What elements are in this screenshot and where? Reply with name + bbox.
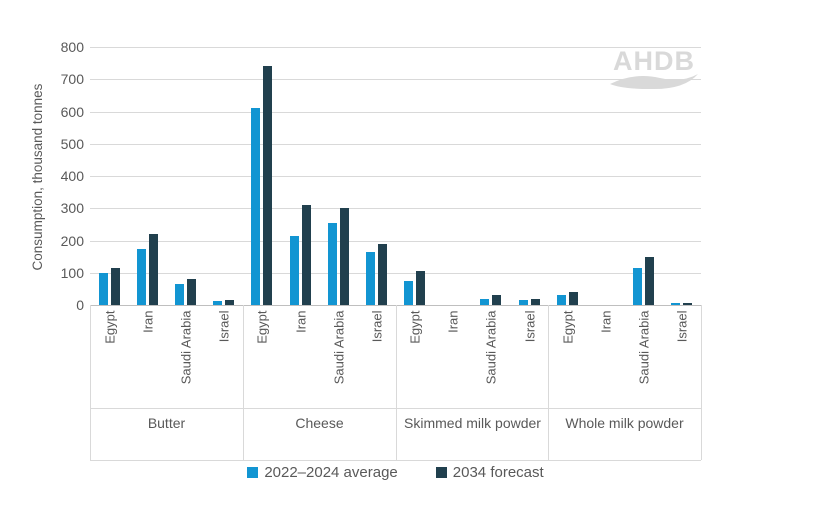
product-group-label: Butter — [147, 415, 186, 431]
bar — [404, 281, 413, 305]
country-label: Egypt — [407, 310, 423, 344]
bar — [519, 300, 528, 305]
bar — [557, 295, 566, 305]
bar — [480, 299, 489, 305]
bar — [213, 301, 222, 305]
product-group-label: Skimmed milk powder — [404, 415, 541, 431]
country-label: Israel — [369, 310, 385, 343]
ahdb-logo-text: AHDB — [613, 46, 695, 76]
bar — [366, 252, 375, 305]
legend-label-average: 2022–2024 average — [264, 464, 398, 481]
category-band-bottom — [90, 460, 701, 461]
bar — [328, 223, 337, 305]
country-label: Iran — [445, 310, 461, 333]
product-group-label: Whole milk powder — [565, 415, 684, 431]
bar — [416, 271, 425, 305]
gridline — [90, 176, 701, 177]
y-axis-tick-label: 200 — [60, 233, 84, 249]
country-label: Saudi Arabia — [636, 310, 652, 385]
gridline — [90, 47, 701, 48]
category-divider — [90, 305, 91, 460]
country-label: Israel — [674, 310, 690, 343]
country-label: Egypt — [254, 310, 270, 344]
y-axis-tick-label: 700 — [60, 71, 84, 87]
bar — [137, 249, 146, 305]
legend-swatch-average — [247, 467, 259, 478]
category-divider — [396, 305, 397, 460]
bar — [683, 303, 692, 305]
bar — [99, 273, 108, 305]
bar — [187, 279, 196, 305]
country-label: Egypt — [560, 310, 576, 344]
bar — [340, 208, 349, 305]
gridline — [90, 241, 701, 242]
country-label: Iran — [293, 310, 309, 333]
y-axis-tick-label: 400 — [60, 168, 84, 184]
country-label: Saudi Arabia — [483, 310, 499, 385]
legend-item-forecast: 2034 forecast — [435, 464, 544, 481]
y-axis-tick-label: 600 — [60, 104, 84, 120]
y-axis-tick-label: 300 — [60, 200, 84, 216]
country-label: Egypt — [102, 310, 118, 344]
category-divider — [701, 305, 702, 460]
y-axis-tick-label: 800 — [60, 39, 84, 55]
bar — [225, 300, 234, 305]
country-label: Iran — [598, 310, 614, 333]
country-label: Saudi Arabia — [178, 310, 194, 385]
category-divider — [548, 305, 549, 460]
legend: 2022–2024 average 2034 forecast — [90, 464, 701, 481]
y-axis-tick-label: 100 — [60, 265, 84, 281]
gridline — [90, 144, 701, 145]
country-label: Israel — [216, 310, 232, 343]
bar — [645, 257, 654, 305]
bar — [378, 244, 387, 305]
product-group-label: Cheese — [295, 415, 344, 431]
ahdb-wave-icon — [610, 74, 698, 90]
legend-label-forecast: 2034 forecast — [452, 464, 544, 481]
gridline — [90, 208, 701, 209]
country-label: Israel — [522, 310, 538, 343]
bar — [569, 292, 578, 305]
bar — [633, 268, 642, 305]
x-axis-line — [90, 305, 701, 306]
gridline — [90, 273, 701, 274]
category-band-separator — [90, 408, 701, 409]
legend-swatch-forecast — [435, 467, 447, 478]
gridline — [90, 79, 701, 80]
bar — [671, 303, 680, 305]
bar — [111, 268, 120, 305]
bar — [149, 234, 158, 305]
bar — [263, 66, 272, 305]
country-label: Saudi Arabia — [331, 310, 347, 385]
bar — [251, 108, 260, 305]
ahdb-logo: AHDB — [606, 48, 702, 91]
bar — [531, 299, 540, 305]
y-axis-tick-label: 0 — [76, 297, 84, 313]
bar — [175, 284, 184, 305]
bar — [302, 205, 311, 305]
category-divider — [243, 305, 244, 460]
country-label: Iran — [140, 310, 156, 333]
legend-item-average: 2022–2024 average — [247, 464, 398, 481]
gridline — [90, 112, 701, 113]
bar — [492, 295, 501, 305]
y-axis-tick-label: 500 — [60, 136, 84, 152]
bar — [290, 236, 299, 305]
